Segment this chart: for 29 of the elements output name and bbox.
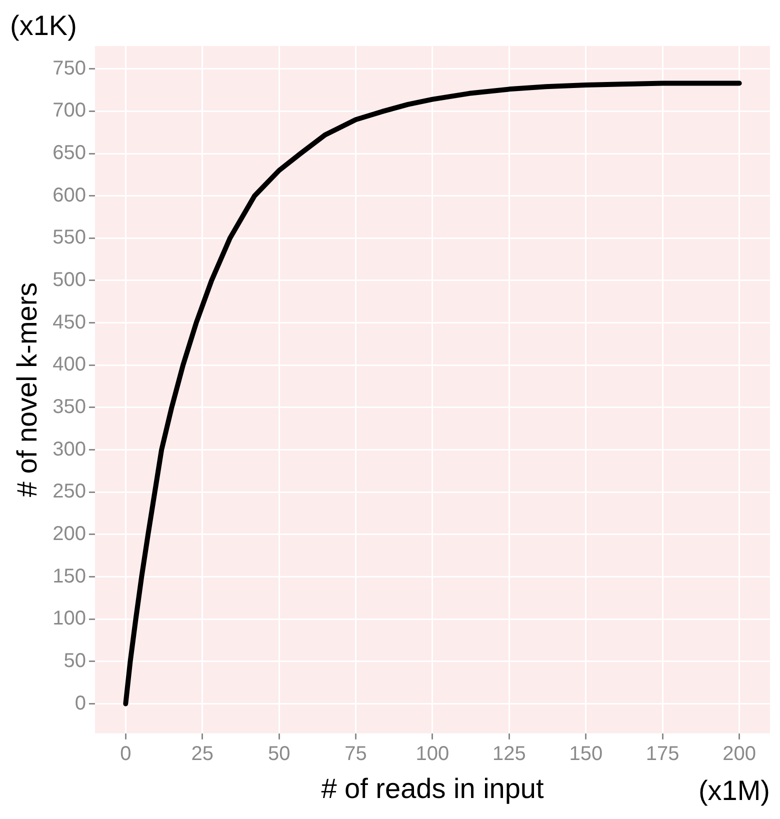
x-tick-label: 125 <box>492 742 526 765</box>
y-tick-label: 300 <box>52 438 86 460</box>
y-tick-label: 50 <box>64 650 86 672</box>
y-tick-label: 450 <box>52 311 86 334</box>
y-tick-label: 250 <box>52 480 86 503</box>
x-tick-label: 200 <box>722 742 756 765</box>
x-tick-label: 25 <box>191 742 214 765</box>
text: (x1M) <box>698 775 770 807</box>
x-tick-label: 0 <box>120 742 132 765</box>
y-tick-label: 650 <box>52 142 86 164</box>
y-tick-label: 150 <box>52 565 86 588</box>
text: (x1K) <box>10 10 77 42</box>
y-axis-title: # of novel k-mers <box>12 282 43 498</box>
y-tick-label: 750 <box>52 57 86 80</box>
x-axis-title: # of reads in input <box>321 772 544 804</box>
x-tick-label: 75 <box>344 742 367 765</box>
y-tick-label: 350 <box>52 396 86 418</box>
y-tick-label: 550 <box>52 226 86 249</box>
x-tick-label: 50 <box>268 742 290 765</box>
y-tick-label: 700 <box>52 100 86 122</box>
x-tick-label: 175 <box>646 742 680 765</box>
y-tick-label: 400 <box>52 354 86 376</box>
y-tick-label: 200 <box>52 522 86 545</box>
y-tick-label: 600 <box>52 184 86 206</box>
y-tick-label: 100 <box>52 608 86 630</box>
y-tick-label: 0 <box>74 692 86 714</box>
x-tick-label: 100 <box>416 742 450 765</box>
y-tick-label: 500 <box>52 269 86 292</box>
x-tick-label: 150 <box>569 742 603 765</box>
